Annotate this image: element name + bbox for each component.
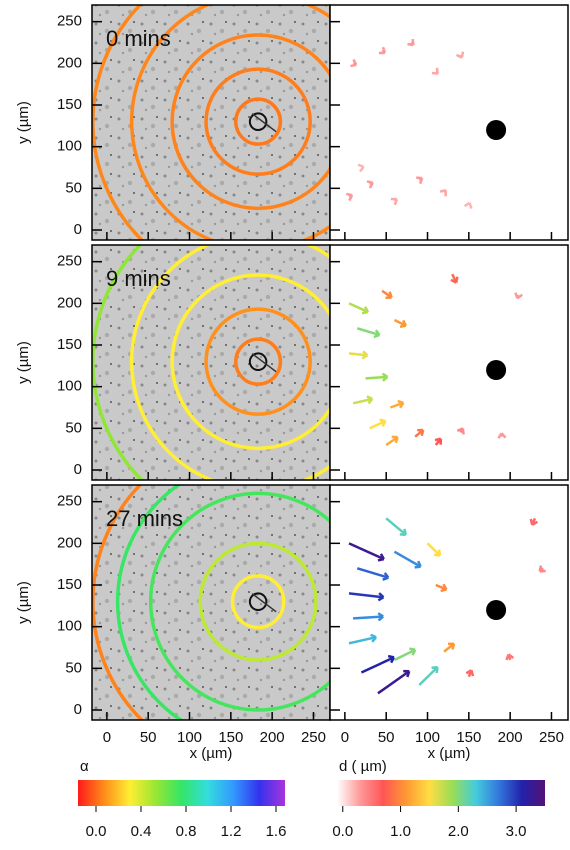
x-tick-label: 200	[498, 729, 523, 746]
x-tick-label: 200	[260, 729, 285, 746]
time-label: 27 mins	[106, 506, 183, 531]
colorbar	[337, 780, 545, 806]
y-tick-label: 150	[57, 336, 82, 353]
panel-bg	[330, 245, 568, 480]
y-tick-label: 250	[57, 253, 82, 270]
y-tick-label: 250	[57, 493, 82, 510]
colorbar-tick-label: 1.2	[221, 823, 242, 840]
y-tick-label: 100	[57, 138, 82, 155]
colorbar-tick-label: 1.0	[390, 823, 411, 840]
x-tick-label: 250	[301, 729, 326, 746]
x-tick-label: 150	[218, 729, 243, 746]
arrow-shaft	[353, 617, 383, 619]
y-tick-label: 250	[57, 13, 82, 30]
y-axis-label: y (µm)	[15, 101, 32, 144]
x-tick-label: 100	[177, 729, 202, 746]
x-tick-label: 50	[140, 729, 157, 746]
target	[486, 360, 506, 380]
y-tick-label: 200	[57, 54, 82, 71]
colorbar-tick-label: 0.0	[332, 823, 353, 840]
y-axis-label: y (µm)	[15, 581, 32, 624]
y-tick-label: 150	[57, 576, 82, 593]
y-tick-label: 50	[65, 179, 82, 196]
y-tick-label: 200	[57, 534, 82, 551]
y-tick-label: 0	[74, 461, 82, 478]
colorbar-tick-label: 1.6	[266, 823, 287, 840]
y-tick-label: 0	[74, 221, 82, 238]
x-tick-label: 150	[456, 729, 481, 746]
time-label: 0 mins	[106, 26, 171, 51]
y-tick-label: 50	[65, 419, 82, 436]
arrow-panel	[330, 5, 568, 240]
colorbar-label: d ( µm)	[339, 758, 387, 775]
y-tick-label: 150	[57, 96, 82, 113]
colorbar-label: α	[80, 758, 89, 775]
y-tick-label: 50	[65, 659, 82, 676]
colorbar-tick-label: 0.0	[86, 823, 107, 840]
y-axis-label: y (µm)	[15, 341, 32, 384]
target	[486, 600, 506, 620]
colorbar-tick-label: 0.8	[176, 823, 197, 840]
arrow-panel	[330, 245, 568, 480]
colorbar-tick-label: 0.4	[131, 823, 152, 840]
time-label: 9 mins	[106, 266, 171, 291]
x-tick-label: 0	[341, 729, 349, 746]
x-tick-label: 0	[103, 729, 111, 746]
y-tick-label: 200	[57, 294, 82, 311]
x-axis-label: x (µm)	[190, 745, 233, 762]
x-tick-label: 100	[415, 729, 440, 746]
x-tick-label: 250	[539, 729, 564, 746]
colorbar-tick-label: 3.0	[506, 823, 527, 840]
x-tick-label: 50	[378, 729, 395, 746]
x-axis-label: x (µm)	[428, 745, 471, 762]
colorbar-tick-label: 2.0	[448, 823, 469, 840]
panel-bg	[330, 5, 568, 240]
arrow-panel	[330, 485, 568, 720]
y-tick-label: 0	[74, 701, 82, 718]
target	[486, 120, 506, 140]
colorbar	[78, 780, 285, 806]
y-tick-label: 100	[57, 618, 82, 635]
y-tick-label: 100	[57, 378, 82, 395]
